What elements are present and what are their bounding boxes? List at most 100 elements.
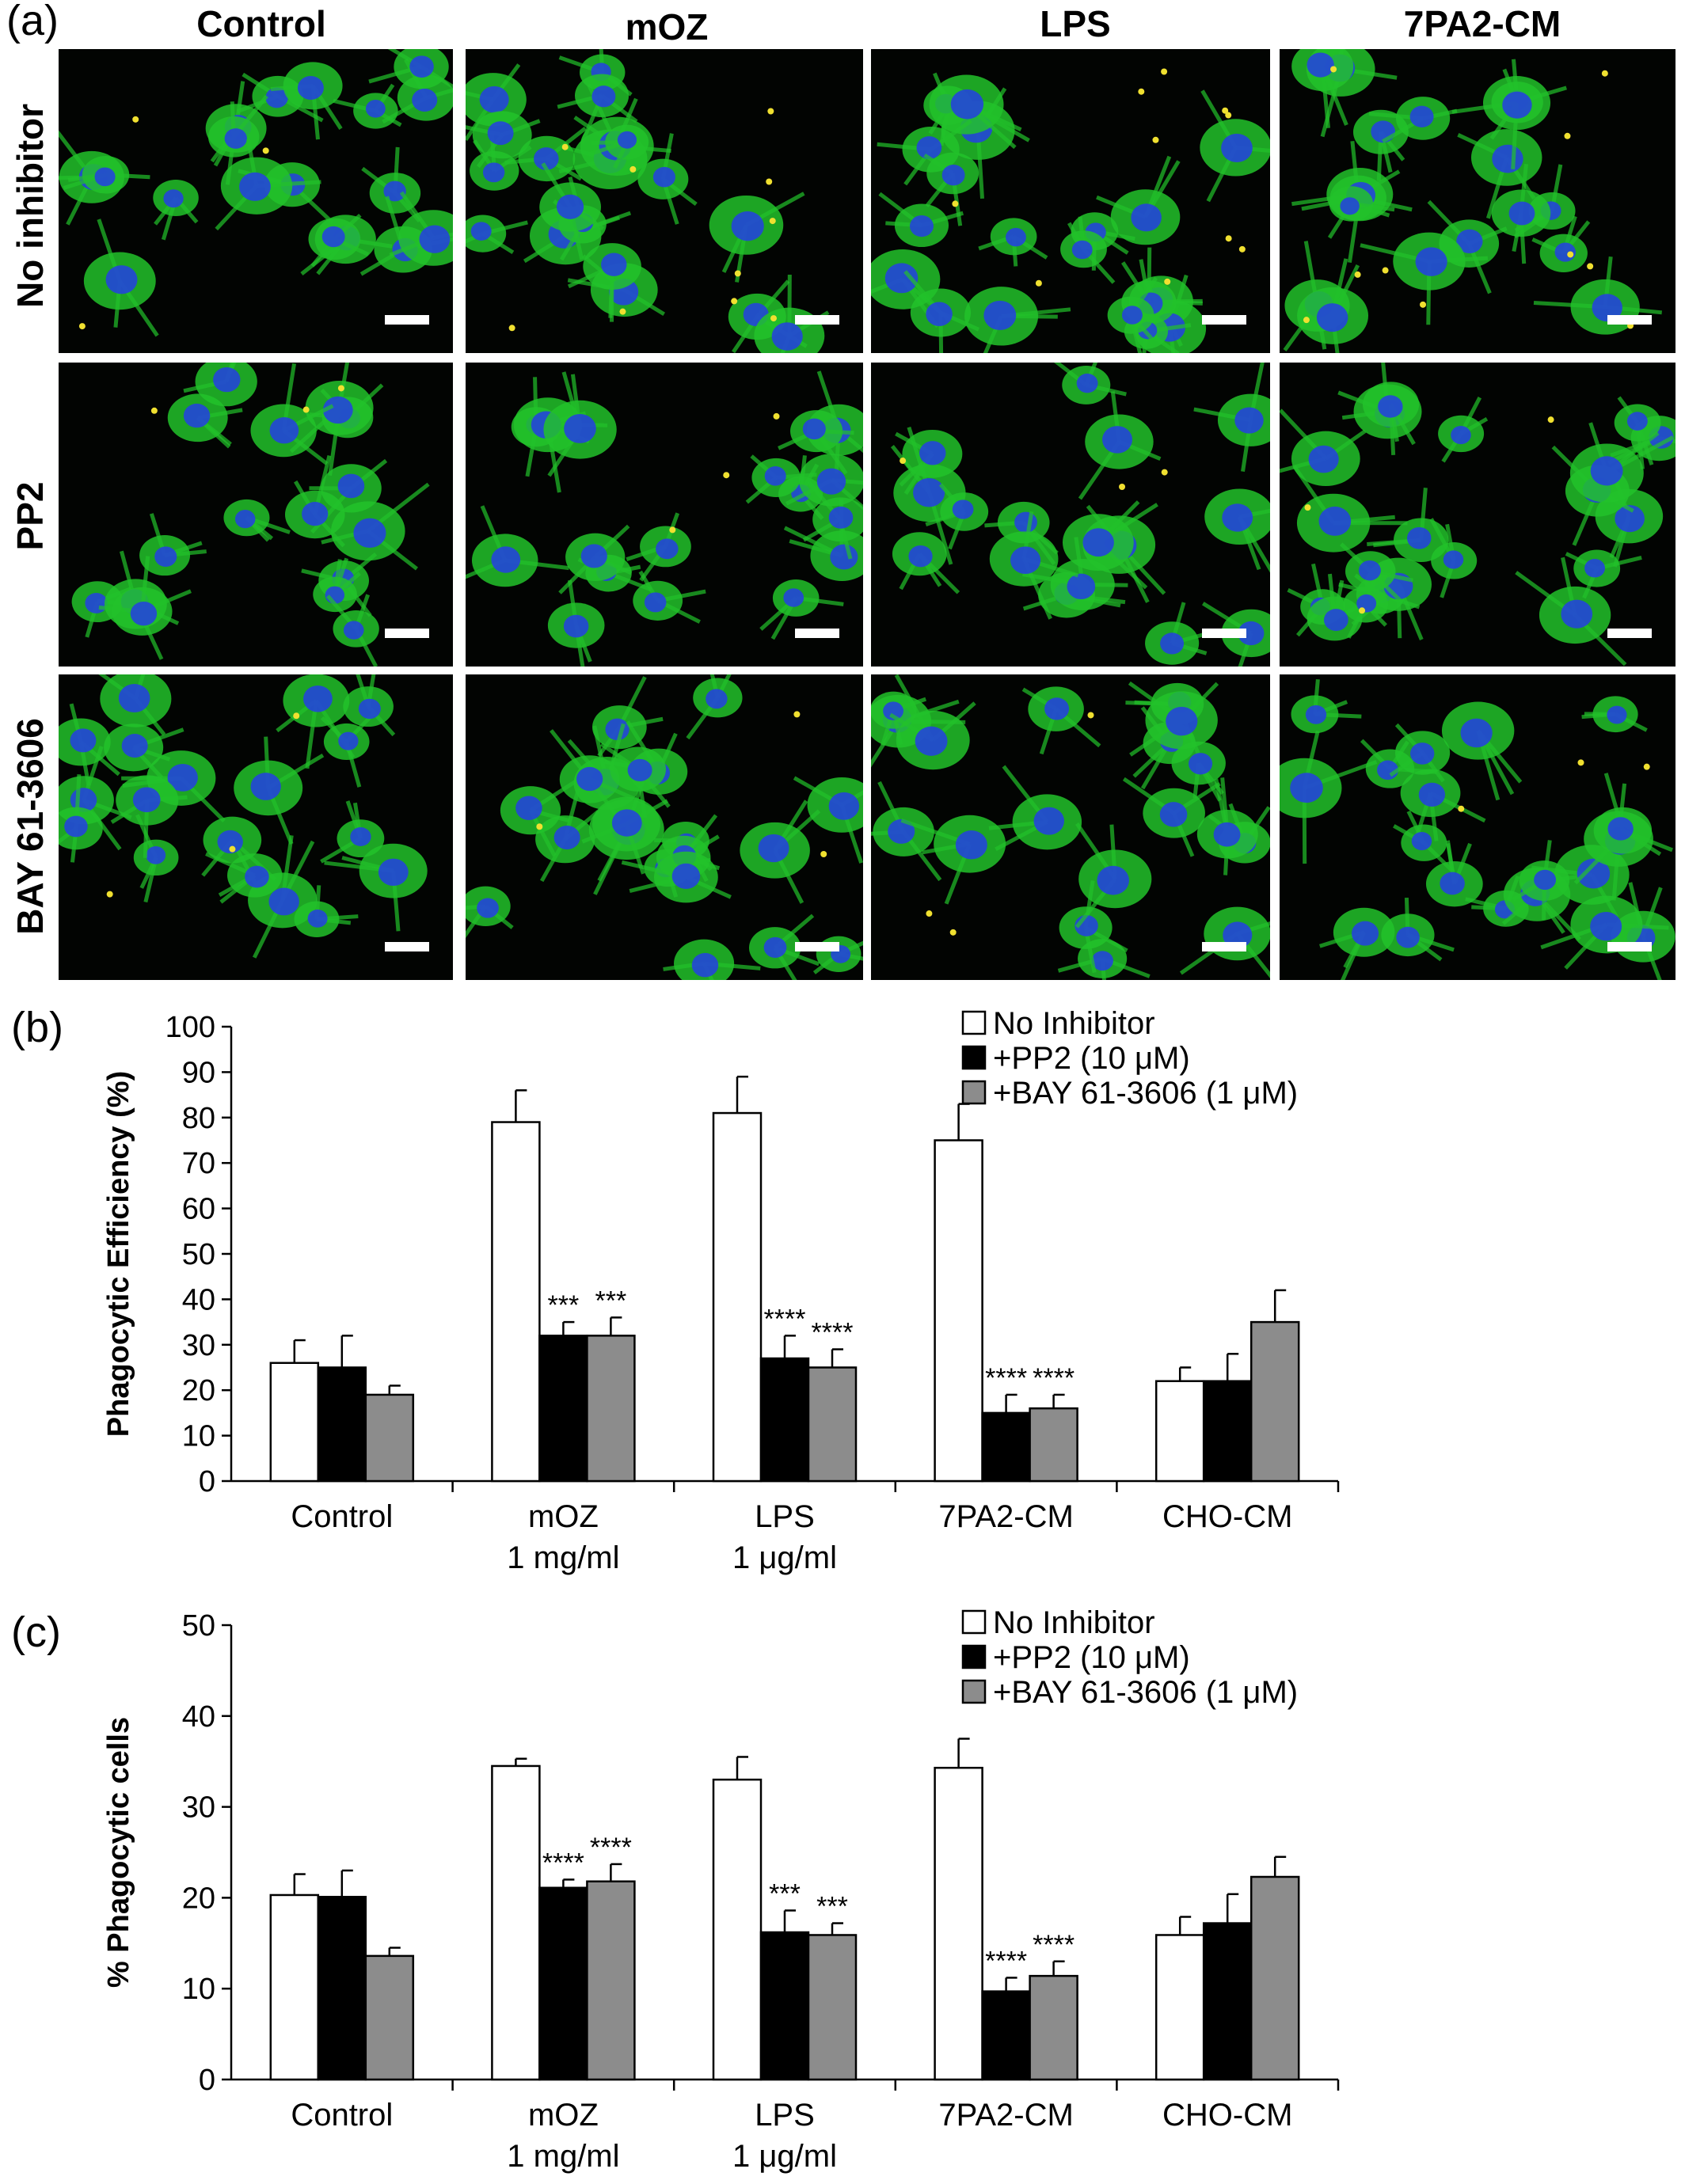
significance-marker-7pa2-cm: **** bbox=[1033, 1930, 1075, 1960]
micrograph-cells bbox=[59, 674, 428, 959]
phagocytosed-particle bbox=[1577, 759, 1584, 766]
significance-marker-lps: *** bbox=[769, 1878, 801, 1909]
cell-nucleus bbox=[1410, 743, 1435, 765]
cell-nucleus bbox=[409, 55, 434, 78]
cell-nucleus bbox=[909, 215, 934, 237]
scale-bar bbox=[385, 942, 429, 951]
cell-nucleus bbox=[952, 499, 974, 519]
y-tick-label: 90 bbox=[182, 1056, 215, 1089]
category-label-control: Control bbox=[291, 1499, 393, 1534]
category-label-lps: LPS bbox=[755, 1499, 815, 1534]
cell-nucleus bbox=[322, 396, 353, 424]
cell-process bbox=[618, 676, 647, 728]
cell-nucleus bbox=[1067, 573, 1096, 600]
category-label-moz: 1 mg/ml bbox=[507, 1540, 619, 1575]
cell-nucleus bbox=[337, 473, 365, 499]
cell-nucleus bbox=[1308, 445, 1339, 473]
cell-nucleus bbox=[307, 909, 328, 928]
cell-nucleus bbox=[671, 863, 701, 890]
phagocytosed-particle bbox=[106, 891, 113, 898]
cell-nucleus bbox=[1324, 609, 1348, 632]
cell-nucleus bbox=[1584, 559, 1605, 578]
cell-nucleus bbox=[1071, 240, 1093, 260]
y-tick-label: 20 bbox=[182, 1374, 215, 1407]
significance-marker-moz: *** bbox=[548, 1290, 580, 1320]
cell-nucleus bbox=[1307, 52, 1334, 78]
cell-nucleus bbox=[1166, 706, 1198, 736]
cell-nucleus bbox=[915, 726, 948, 756]
cell-nucleus bbox=[167, 763, 198, 792]
y-tick-label: 0 bbox=[199, 1465, 215, 1498]
legend-swatch-0 bbox=[961, 1609, 987, 1635]
phagocytosed-particle bbox=[1354, 271, 1361, 278]
y-tick-label: 10 bbox=[182, 1973, 215, 2006]
cell-nucleus bbox=[477, 898, 499, 918]
significance-marker-lps: **** bbox=[812, 1318, 854, 1348]
phagocytosed-particle bbox=[766, 178, 773, 185]
cell-nucleus bbox=[1440, 872, 1465, 895]
significance-marker-moz: *** bbox=[595, 1286, 627, 1316]
phagocytosed-particle bbox=[1152, 136, 1159, 143]
legend-swatch-2 bbox=[961, 1080, 987, 1105]
phagocytosed-particle bbox=[1547, 416, 1554, 424]
cell-nucleus bbox=[1290, 773, 1323, 803]
cell-nucleus bbox=[1590, 456, 1623, 486]
bar-no-inhibitor-cho-cm bbox=[1154, 1380, 1205, 1483]
y-tick-label: 100 bbox=[165, 1011, 215, 1044]
cell-nucleus bbox=[983, 300, 1017, 331]
cell-nucleus bbox=[1451, 425, 1471, 445]
phagocytosed-particle bbox=[926, 910, 933, 917]
cell-nucleus bbox=[617, 131, 637, 149]
significance-marker-7pa2-cm: **** bbox=[985, 1946, 1027, 1976]
cell-nucleus bbox=[1102, 426, 1133, 454]
phagocytosed-particle bbox=[1458, 805, 1465, 812]
cell-nucleus bbox=[1411, 832, 1432, 851]
cell-nucleus bbox=[916, 136, 942, 160]
cell-process bbox=[305, 700, 318, 769]
phagocytosed-particle bbox=[1303, 317, 1310, 324]
bar-pp2-10-m-moz bbox=[538, 1886, 588, 2081]
y-tick-label: 0 bbox=[199, 2064, 215, 2097]
cell-nucleus bbox=[576, 766, 603, 792]
legend-entry: +PP2 (10 μM) bbox=[993, 1640, 1190, 1675]
bar-bay-61-3606-1-m-cho-cm bbox=[1249, 1875, 1300, 2081]
cell-nucleus bbox=[1159, 802, 1188, 827]
cell-nucleus bbox=[350, 827, 371, 846]
bar-no-inhibitor-cho-cm bbox=[1154, 1934, 1205, 2081]
cell-nucleus bbox=[1076, 373, 1098, 393]
bar-no-inhibitor-lps bbox=[712, 1111, 763, 1483]
cell-nucleus bbox=[1316, 303, 1348, 332]
bar-pp2-10-m-control bbox=[317, 1366, 367, 1483]
cell-nucleus bbox=[132, 787, 161, 813]
bar-pp2-10-m-cho-cm bbox=[1202, 1380, 1253, 1483]
bar-bay-61-3606-1-m-lps bbox=[807, 1934, 858, 2081]
cell-nucleus bbox=[816, 468, 846, 495]
phagocytosed-particle bbox=[952, 200, 959, 207]
micrograph-no-inhibitor-moz bbox=[466, 49, 863, 353]
cell-nucleus bbox=[183, 403, 211, 428]
micrograph-cells bbox=[871, 68, 1270, 353]
cell-nucleus bbox=[1097, 865, 1129, 895]
micrograph-no-inhibitor-7pa2-cm bbox=[1280, 49, 1675, 353]
cell-nucleus bbox=[611, 809, 642, 837]
cell-nucleus bbox=[64, 815, 88, 838]
cell-nucleus bbox=[353, 518, 386, 548]
column-header-7pa2: 7PA2-CM bbox=[1404, 3, 1561, 44]
cell-nucleus bbox=[1189, 753, 1213, 775]
cell-nucleus bbox=[419, 225, 451, 253]
phagocytosed-particle bbox=[536, 823, 543, 830]
micrograph-bay-61-3606-lps bbox=[871, 674, 1270, 980]
cell-nucleus bbox=[383, 180, 406, 202]
legend-entry: No Inhibitor bbox=[993, 1006, 1155, 1041]
bar-pp2-10-m-lps bbox=[759, 1357, 810, 1483]
cell-nucleus bbox=[1213, 822, 1241, 847]
category-label-moz: 1 mg/ml bbox=[507, 2139, 619, 2174]
cell-nucleus bbox=[1607, 817, 1634, 841]
cell-nucleus bbox=[1615, 504, 1645, 533]
cell-nucleus bbox=[1006, 227, 1026, 247]
phagocytosed-particle bbox=[1087, 712, 1094, 719]
cell-nucleus bbox=[1577, 858, 1611, 889]
cell-nucleus bbox=[763, 936, 787, 958]
cell-process bbox=[1140, 742, 1171, 790]
category-label-cho-cm: CHO-CM bbox=[1162, 2098, 1292, 2133]
